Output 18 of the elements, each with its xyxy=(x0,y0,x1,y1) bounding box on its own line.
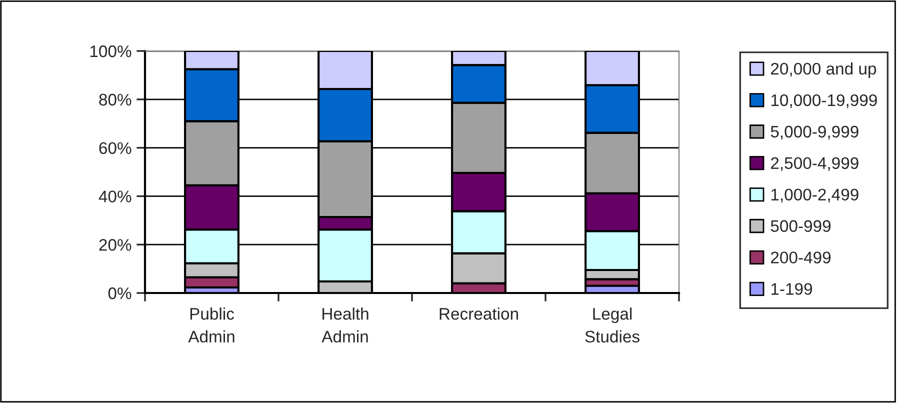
legend-label: 20,000 and up xyxy=(771,62,876,78)
x-tick-label: Recreation xyxy=(440,308,518,320)
y-tick-label: 40% xyxy=(98,190,132,202)
legend-label: 2,500-4,999 xyxy=(771,157,858,172)
legend-label: 10,000-19,999 xyxy=(771,94,877,108)
y-tick-label: 0% xyxy=(108,287,132,300)
y-tick-label: 60% xyxy=(99,142,132,154)
y-tick-label: 20% xyxy=(99,239,132,251)
legend-label: 500-999 xyxy=(770,220,831,232)
x-tick-label: Public Admin xyxy=(188,308,234,343)
legend-label: 1,000-2,499 xyxy=(771,188,858,202)
legend-label: 200-499 xyxy=(771,252,831,264)
legend-label: 5,000-9,999 xyxy=(770,126,858,140)
x-tick-label: Health Admin xyxy=(322,308,368,343)
x-tick-label: Legal Studies xyxy=(585,308,640,343)
legend-label: 1-199 xyxy=(771,283,812,295)
y-tick-label: 80% xyxy=(99,94,132,106)
y-tick-label: 100% xyxy=(90,45,132,58)
